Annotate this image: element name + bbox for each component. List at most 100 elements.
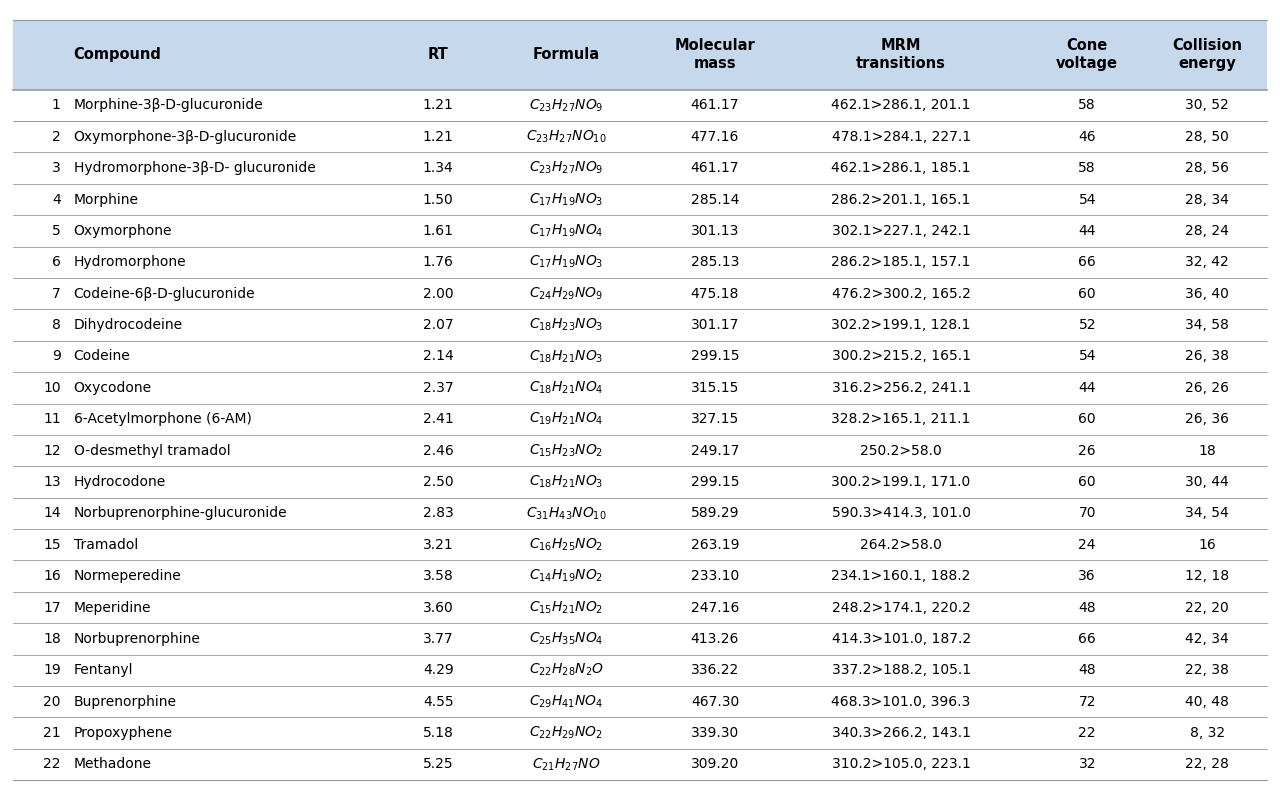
Text: $C_{18}H_{23}NO_{3}$: $C_{18}H_{23}NO_{3}$	[529, 317, 604, 333]
Text: Oxymorphone: Oxymorphone	[73, 224, 172, 238]
Text: Norbuprenorphine: Norbuprenorphine	[73, 632, 201, 646]
Text: 2.50: 2.50	[422, 475, 453, 489]
Text: 264.2>58.0: 264.2>58.0	[860, 537, 942, 552]
Text: $C_{18}H_{21}NO_{4}$: $C_{18}H_{21}NO_{4}$	[529, 380, 604, 396]
Text: 316.2>256.2, 241.1: 316.2>256.2, 241.1	[832, 381, 970, 395]
Text: MRM
transitions: MRM transitions	[856, 38, 946, 72]
Text: 20: 20	[44, 695, 60, 708]
Text: Propoxyphene: Propoxyphene	[73, 726, 173, 740]
Text: 22: 22	[1079, 726, 1096, 740]
Text: 589.29: 589.29	[691, 507, 740, 520]
Text: 6: 6	[52, 255, 60, 269]
Text: Morphine-3β-D-glucuronide: Morphine-3β-D-glucuronide	[73, 98, 264, 113]
Text: 60: 60	[1079, 287, 1096, 301]
Text: 28, 24: 28, 24	[1185, 224, 1229, 238]
Text: 250.2>58.0: 250.2>58.0	[860, 444, 942, 458]
Text: 1.21: 1.21	[422, 130, 453, 143]
Text: 34, 54: 34, 54	[1185, 507, 1229, 520]
Text: 40, 48: 40, 48	[1185, 695, 1229, 708]
Text: 285.13: 285.13	[691, 255, 739, 269]
Text: 2: 2	[52, 130, 60, 143]
Text: 16: 16	[1198, 537, 1216, 552]
Text: 1.50: 1.50	[422, 192, 453, 206]
Text: 72: 72	[1079, 695, 1096, 708]
Text: Compound: Compound	[73, 47, 161, 62]
Text: 42, 34: 42, 34	[1185, 632, 1229, 646]
Text: 60: 60	[1079, 475, 1096, 489]
Text: 28, 50: 28, 50	[1185, 130, 1229, 143]
Text: 339.30: 339.30	[691, 726, 739, 740]
Text: Molecular
mass: Molecular mass	[675, 38, 755, 72]
Text: 302.1>227.1, 242.1: 302.1>227.1, 242.1	[832, 224, 970, 238]
Text: $C_{22}H_{29}NO_{2}$: $C_{22}H_{29}NO_{2}$	[530, 725, 603, 742]
Text: 234.1>160.1, 188.2: 234.1>160.1, 188.2	[832, 569, 970, 583]
Text: 5.25: 5.25	[422, 757, 453, 771]
Text: 248.2>174.1, 220.2: 248.2>174.1, 220.2	[832, 600, 970, 615]
Text: RT: RT	[428, 47, 448, 62]
Text: 24: 24	[1079, 537, 1096, 552]
Text: 44: 44	[1079, 224, 1096, 238]
Text: 44: 44	[1079, 381, 1096, 395]
Text: 286.2>185.1, 157.1: 286.2>185.1, 157.1	[832, 255, 970, 269]
Text: 301.17: 301.17	[691, 318, 739, 332]
Text: 2.14: 2.14	[422, 349, 453, 363]
Text: 309.20: 309.20	[691, 757, 739, 771]
Text: 34, 58: 34, 58	[1185, 318, 1229, 332]
Text: $C_{17}H_{19}NO_{3}$: $C_{17}H_{19}NO_{3}$	[529, 254, 604, 270]
Text: Meperidine: Meperidine	[73, 600, 151, 615]
Text: 328.2>165.1, 211.1: 328.2>165.1, 211.1	[832, 412, 970, 426]
Text: 58: 58	[1079, 98, 1096, 113]
Text: 590.3>414.3, 101.0: 590.3>414.3, 101.0	[832, 507, 970, 520]
Text: 413.26: 413.26	[691, 632, 739, 646]
Text: 3.21: 3.21	[422, 537, 453, 552]
Text: 30, 44: 30, 44	[1185, 475, 1229, 489]
Text: 22, 38: 22, 38	[1185, 663, 1229, 677]
Text: 22: 22	[44, 757, 60, 771]
Text: 249.17: 249.17	[691, 444, 739, 458]
Text: 58: 58	[1079, 161, 1096, 175]
Text: Dihydrocodeine: Dihydrocodeine	[73, 318, 183, 332]
Text: 247.16: 247.16	[691, 600, 739, 615]
Text: 26, 26: 26, 26	[1185, 381, 1229, 395]
Text: Tramadol: Tramadol	[73, 537, 138, 552]
Text: 461.17: 461.17	[691, 161, 740, 175]
Text: 70: 70	[1079, 507, 1096, 520]
Text: 301.13: 301.13	[691, 224, 739, 238]
Text: 5.18: 5.18	[422, 726, 453, 740]
Text: 2.46: 2.46	[422, 444, 453, 458]
Text: 22, 28: 22, 28	[1185, 757, 1229, 771]
Text: 468.3>101.0, 396.3: 468.3>101.0, 396.3	[832, 695, 970, 708]
Text: 17: 17	[44, 600, 60, 615]
Text: 1.34: 1.34	[422, 161, 453, 175]
Text: 299.15: 299.15	[691, 475, 740, 489]
Text: Methadone: Methadone	[73, 757, 151, 771]
Text: 263.19: 263.19	[691, 537, 740, 552]
Text: 54: 54	[1079, 349, 1096, 363]
Text: Hydromorphone: Hydromorphone	[73, 255, 186, 269]
Text: 26, 36: 26, 36	[1185, 412, 1229, 426]
Text: 12: 12	[44, 444, 60, 458]
Text: 2.83: 2.83	[422, 507, 453, 520]
Text: $C_{29}H_{41}NO_{4}$: $C_{29}H_{41}NO_{4}$	[529, 693, 604, 710]
Text: 461.17: 461.17	[691, 98, 740, 113]
Text: 48: 48	[1079, 600, 1096, 615]
Text: 3: 3	[52, 161, 60, 175]
Text: Morphine: Morphine	[73, 192, 138, 206]
Text: $C_{23}H_{27}NO_{9}$: $C_{23}H_{27}NO_{9}$	[529, 97, 604, 113]
Text: 66: 66	[1078, 255, 1096, 269]
Text: 46: 46	[1079, 130, 1096, 143]
Text: 2.07: 2.07	[422, 318, 453, 332]
Text: 54: 54	[1079, 192, 1096, 206]
Text: 302.2>199.1, 128.1: 302.2>199.1, 128.1	[832, 318, 970, 332]
Text: $C_{16}H_{25}NO_{2}$: $C_{16}H_{25}NO_{2}$	[530, 537, 603, 553]
Text: 476.2>300.2, 165.2: 476.2>300.2, 165.2	[832, 287, 970, 301]
Text: 30, 52: 30, 52	[1185, 98, 1229, 113]
Text: $C_{14}H_{19}NO_{2}$: $C_{14}H_{19}NO_{2}$	[530, 568, 603, 585]
Text: 13: 13	[44, 475, 60, 489]
Text: 4.29: 4.29	[422, 663, 453, 677]
Text: 8: 8	[52, 318, 60, 332]
Text: O-desmethyl tramadol: O-desmethyl tramadol	[73, 444, 230, 458]
Text: 4: 4	[52, 192, 60, 206]
Text: 2.41: 2.41	[422, 412, 453, 426]
Text: $C_{15}H_{23}NO_{2}$: $C_{15}H_{23}NO_{2}$	[530, 442, 603, 459]
